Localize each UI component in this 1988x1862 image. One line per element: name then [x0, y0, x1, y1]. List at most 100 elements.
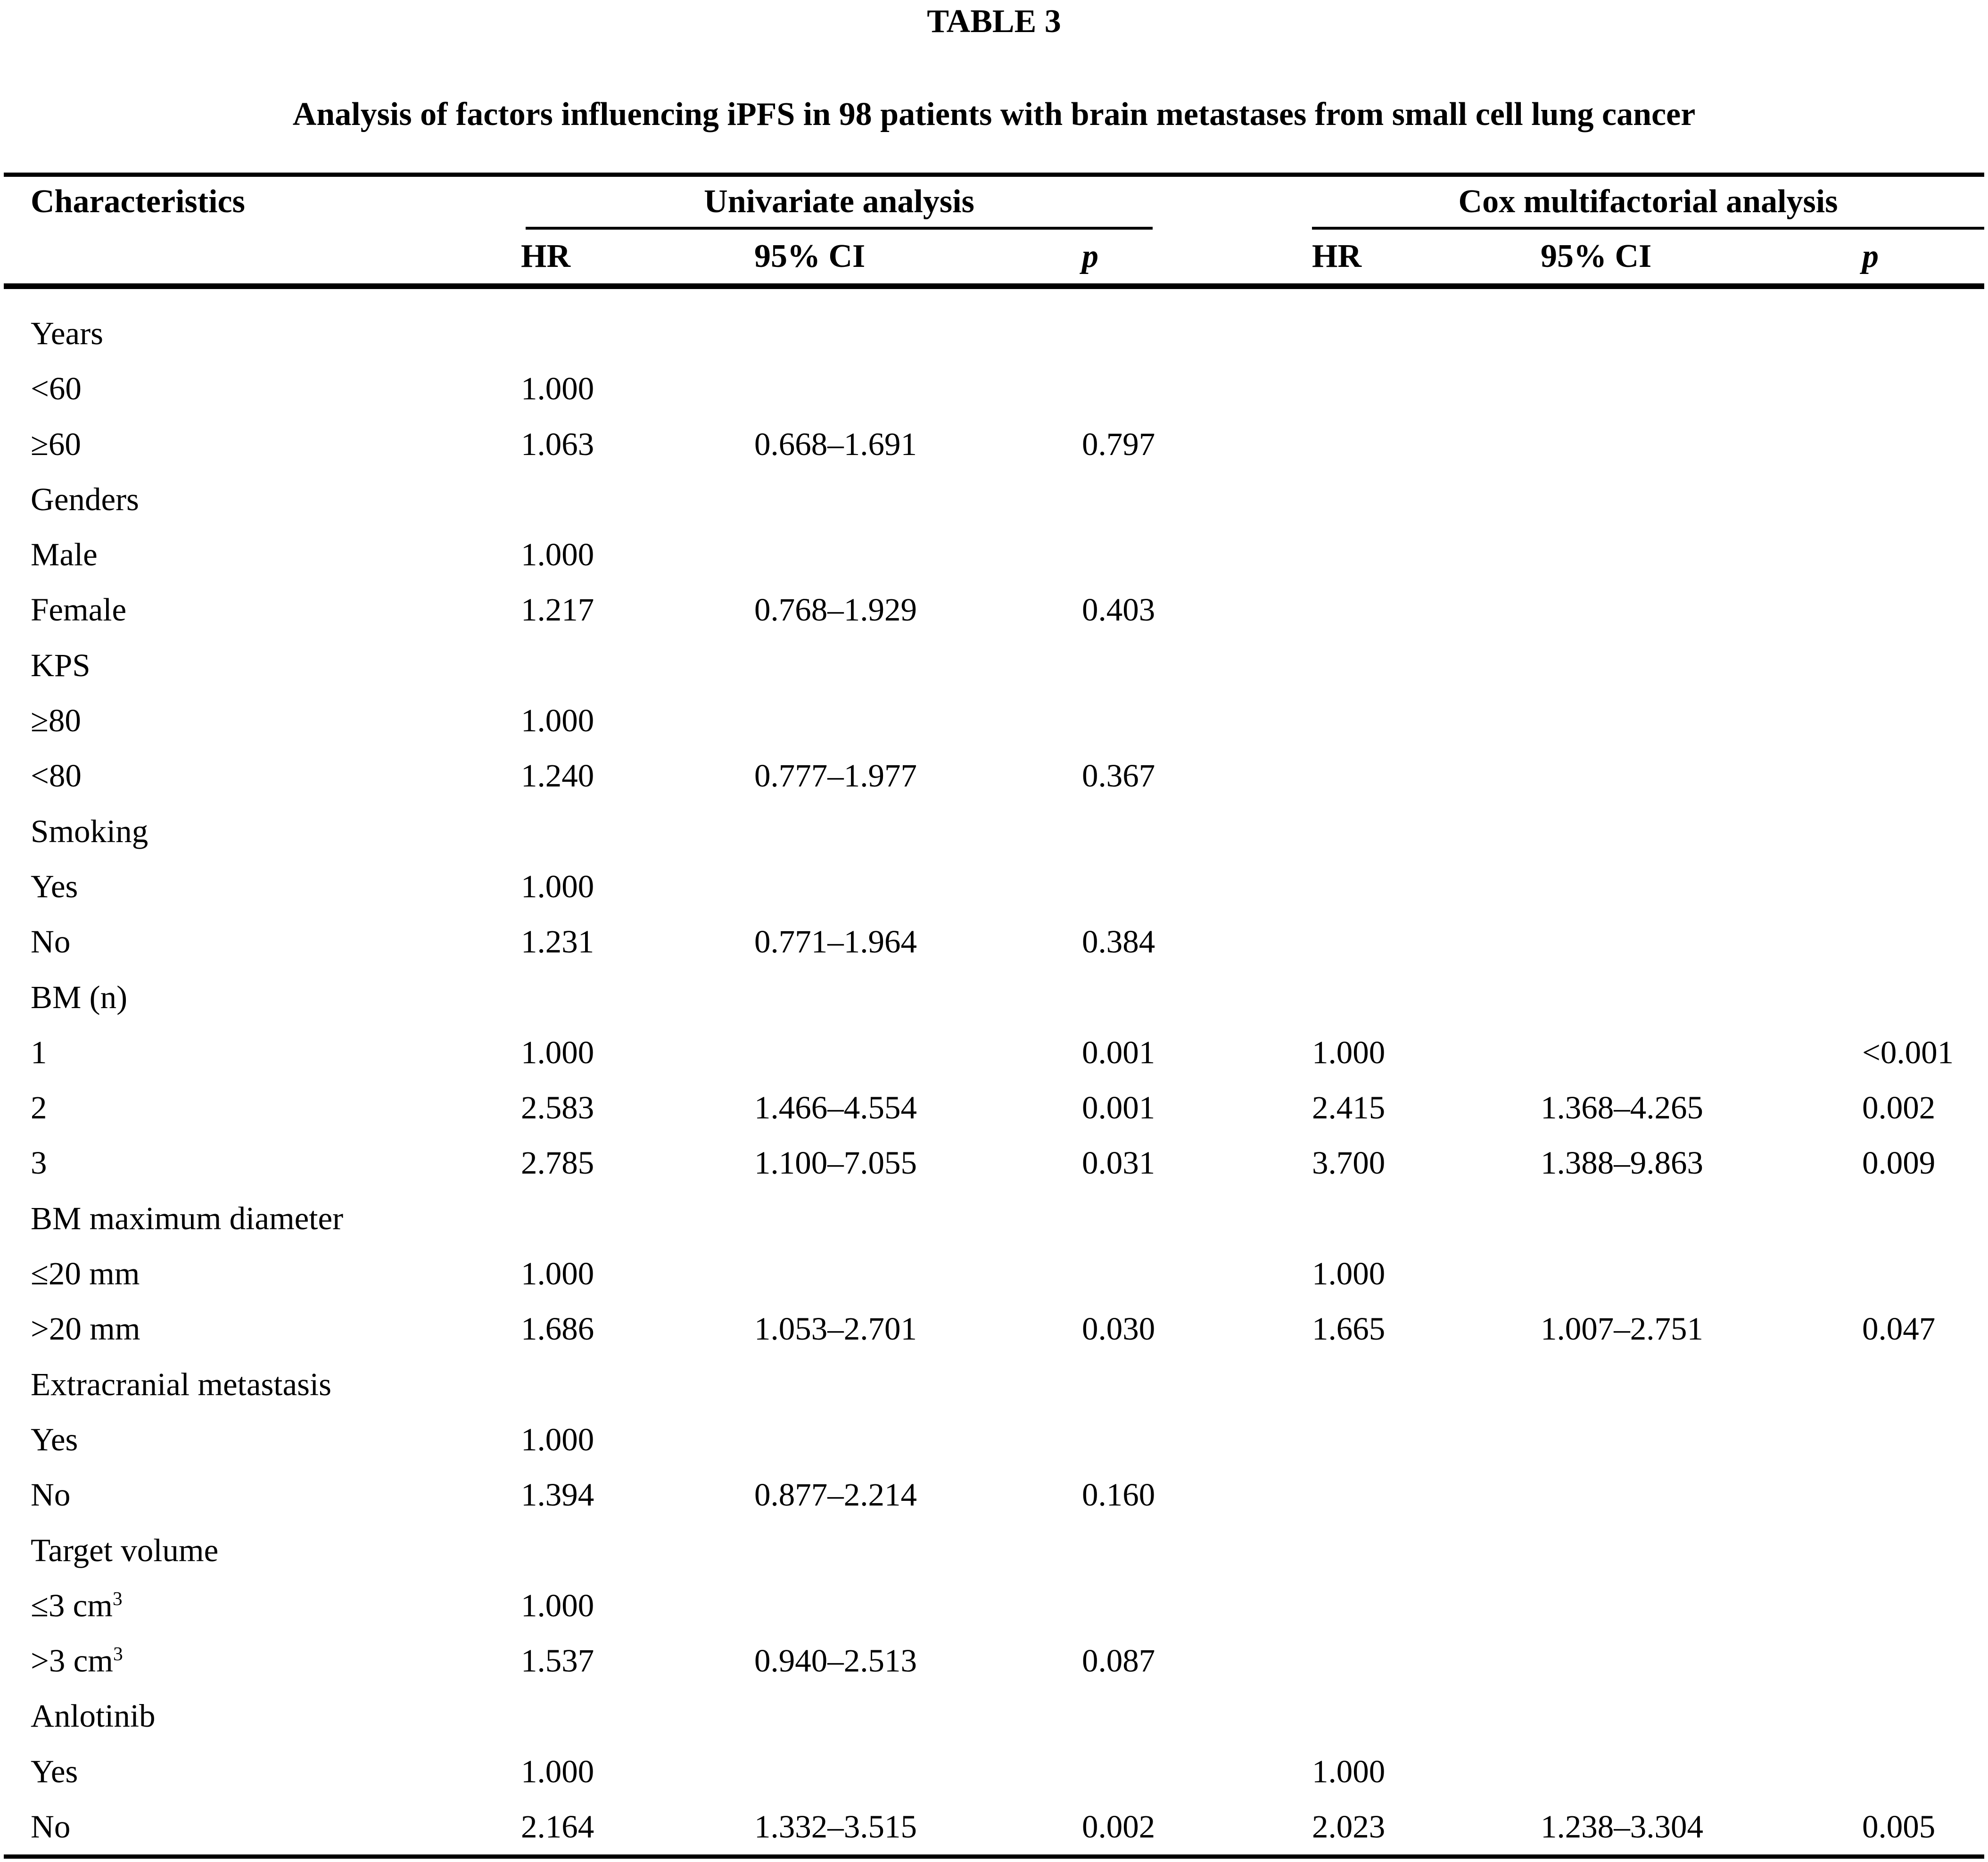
table-section-row: BM maximum diameter — [0, 1191, 1988, 1246]
characteristic-label: <60 — [31, 371, 82, 407]
table-row: >20 mm 1.686 1.053–2.701 0.030 1.665 1.007–2.… — [0, 1301, 1988, 1357]
cox-ci-cell — [1541, 1744, 1862, 1799]
cox-p-cell — [1862, 1357, 1988, 1412]
cox-ci-cell — [1541, 417, 1862, 472]
column-group-cox-multifactorial-analysis: Cox multifactorial analysis — [1458, 183, 1838, 220]
cox-ci-cell — [1541, 1246, 1862, 1301]
univariate-ci-cell — [754, 804, 1082, 859]
cox-p-cell — [1862, 638, 1988, 693]
cox-group-underline — [1312, 227, 1984, 230]
cox-ci-cell — [1541, 1412, 1862, 1467]
cox-hr-cell: 3.700 — [1312, 1145, 1386, 1181]
cox-ci-cell — [1541, 361, 1862, 416]
univariate-ci-cell: 0.940–2.513 — [754, 1643, 917, 1679]
table-row: No 2.164 1.332–3.515 0.002 2.023 1.238–3.304 0… — [0, 1799, 1988, 1854]
univariate-p-header: p — [1082, 238, 1098, 274]
cox-hr-cell — [1312, 1191, 1541, 1246]
univariate-p-cell: 0.002 — [1082, 1809, 1155, 1845]
cox-hr-cell — [1312, 1357, 1541, 1412]
univariate-p-cell — [1082, 693, 1312, 748]
univariate-p-cell — [1082, 1246, 1312, 1301]
table-row: 2 2.583 1.466–4.554 0.001 2.415 1.368–4.265 0.… — [0, 1080, 1988, 1135]
table-row: Male 1.000 — [0, 527, 1988, 582]
cox-ci-cell — [1541, 1467, 1862, 1523]
univariate-ci-cell: 1.332–3.515 — [754, 1809, 917, 1845]
characteristic-label: Yes — [31, 1753, 78, 1789]
cox-hr-cell — [1312, 306, 1541, 361]
univariate-ci-cell — [754, 527, 1082, 582]
cox-p-cell — [1862, 1523, 1988, 1578]
table-caption: Analysis of factors influencing iPFS in … — [292, 96, 1696, 132]
cox-ci-cell — [1541, 693, 1862, 748]
table-section-row: Anlotinib — [0, 1688, 1988, 1744]
characteristic-label: Anlotinib — [31, 1698, 156, 1734]
univariate-p-cell — [1082, 1578, 1312, 1633]
cox-hr-cell — [1312, 914, 1541, 969]
table-section-row: Years — [0, 306, 1988, 361]
univariate-ci-cell — [754, 638, 1082, 693]
cox-hr-cell — [1312, 804, 1541, 859]
univariate-hr-cell — [521, 970, 754, 1025]
univariate-ci-cell: 1.100–7.055 — [754, 1145, 917, 1181]
characteristic-label: No — [31, 1809, 71, 1845]
cox-hr-cell — [1312, 693, 1541, 748]
cox-p-cell — [1862, 1633, 1988, 1688]
univariate-ci-cell — [754, 1357, 1082, 1412]
cox-p-cell: 0.002 — [1862, 1090, 1936, 1126]
table-number: TABLE 3 — [927, 3, 1061, 40]
cox-p-cell — [1862, 1467, 1988, 1523]
univariate-hr-cell — [521, 1523, 754, 1578]
characteristic-label-text: ≤3 cm — [31, 1587, 113, 1623]
table-row: 3 2.785 1.100–7.055 0.031 3.700 1.388–9.863 0.… — [0, 1135, 1988, 1191]
cox-p-cell — [1862, 970, 1988, 1025]
characteristic-label: Yes — [31, 868, 78, 904]
cox-p-cell: 0.005 — [1862, 1809, 1936, 1845]
univariate-p-cell — [1082, 1688, 1312, 1744]
table-group-header-row: Characteristics Univariate analysis Cox … — [0, 177, 1988, 227]
cox-hr-cell — [1312, 1633, 1541, 1688]
cox-hr-cell — [1312, 748, 1541, 803]
univariate-hr-cell: 2.785 — [521, 1145, 594, 1181]
univariate-ci-cell — [754, 859, 1082, 914]
table-top-rule — [4, 173, 1984, 177]
column-header-characteristics: Characteristics — [31, 183, 245, 220]
cox-p-cell — [1862, 306, 1988, 361]
superscript: 3 — [113, 1643, 123, 1665]
univariate-hr-cell — [521, 638, 754, 693]
univariate-hr-cell: 1.000 — [521, 868, 594, 904]
cox-p-cell — [1862, 914, 1988, 969]
univariate-hr-cell — [521, 472, 754, 527]
univariate-hr-cell: 2.164 — [521, 1809, 594, 1845]
univariate-ci-cell — [754, 306, 1082, 361]
cox-ci-cell — [1541, 582, 1862, 637]
univariate-ci-cell — [754, 970, 1082, 1025]
univariate-p-cell — [1082, 361, 1312, 416]
univariate-hr-cell: 1.000 — [521, 1256, 594, 1292]
cox-ci-cell — [1541, 804, 1862, 859]
cox-hr-cell — [1312, 859, 1541, 914]
characteristic-label: 1 — [31, 1034, 47, 1070]
univariate-p-cell — [1082, 970, 1312, 1025]
cox-ci-cell — [1541, 638, 1862, 693]
univariate-hr-cell: 1.537 — [521, 1643, 594, 1679]
univariate-hr-cell: 1.686 — [521, 1311, 594, 1347]
univariate-hr-cell: 2.583 — [521, 1090, 594, 1126]
characteristic-label: No — [31, 1477, 71, 1513]
characteristic-label: BM maximum diameter — [31, 1200, 344, 1236]
characteristic-label: >3 cm3 — [0, 1633, 521, 1688]
cox-hr-cell — [1312, 970, 1541, 1025]
cox-hr-header: HR — [1312, 238, 1361, 274]
table-section-row: KPS — [0, 638, 1988, 693]
univariate-hr-cell: 1.000 — [521, 1421, 594, 1457]
cox-ci-cell — [1541, 1578, 1862, 1633]
cox-ci-cell — [1541, 472, 1862, 527]
cox-hr-cell — [1312, 1578, 1541, 1633]
table-row: ≤3 cm3 1.000 — [0, 1578, 1988, 1633]
characteristic-label: 2 — [31, 1090, 47, 1126]
univariate-p-cell — [1082, 472, 1312, 527]
univariate-p-cell — [1082, 1412, 1312, 1467]
characteristic-label: Female — [31, 592, 127, 628]
univariate-p-cell — [1082, 1191, 1312, 1246]
univariate-p-cell: 0.001 — [1082, 1034, 1155, 1070]
cox-hr-cell — [1312, 417, 1541, 472]
